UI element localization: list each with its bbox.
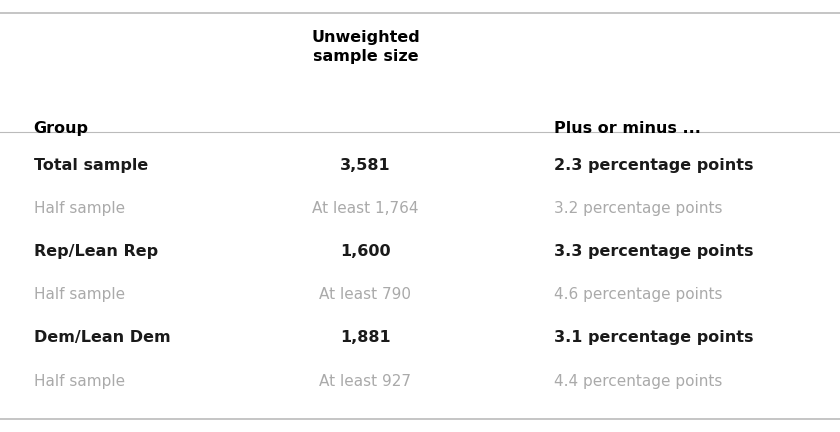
Text: At least 1,764: At least 1,764 — [312, 201, 418, 216]
Text: Rep/Lean Rep: Rep/Lean Rep — [34, 244, 158, 259]
Text: 3.1 percentage points: 3.1 percentage points — [554, 330, 754, 346]
Text: At least 790: At least 790 — [319, 287, 412, 302]
Text: 2.3 percentage points: 2.3 percentage points — [554, 158, 754, 173]
Text: Half sample: Half sample — [34, 374, 124, 389]
Text: At least 927: At least 927 — [319, 374, 412, 389]
Text: Half sample: Half sample — [34, 287, 124, 302]
Text: 3.3 percentage points: 3.3 percentage points — [554, 244, 754, 259]
Text: Plus or minus ...: Plus or minus ... — [554, 121, 701, 136]
Text: 1,881: 1,881 — [340, 330, 391, 346]
Text: 4.4 percentage points: 4.4 percentage points — [554, 374, 722, 389]
Text: 3.2 percentage points: 3.2 percentage points — [554, 201, 723, 216]
Text: 4.6 percentage points: 4.6 percentage points — [554, 287, 723, 302]
Text: Group: Group — [34, 121, 88, 136]
Text: Total sample: Total sample — [34, 158, 148, 173]
Text: Dem/Lean Dem: Dem/Lean Dem — [34, 330, 171, 346]
Text: 3,581: 3,581 — [340, 158, 391, 173]
Text: Unweighted
sample size: Unweighted sample size — [311, 30, 420, 64]
Text: Half sample: Half sample — [34, 201, 124, 216]
Text: 1,600: 1,600 — [340, 244, 391, 259]
